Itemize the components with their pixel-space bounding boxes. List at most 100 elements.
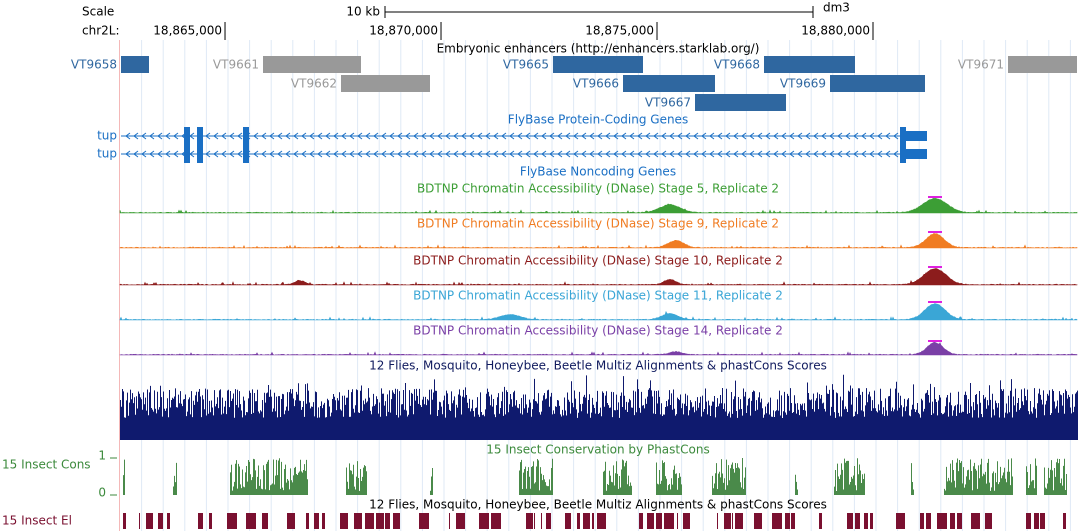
- enhancer: [263, 56, 361, 73]
- conserved-element: [870, 513, 873, 529]
- multiz-signal: [120, 374, 1078, 440]
- strand-arrows: [125, 132, 899, 140]
- conserved-element: [735, 513, 743, 529]
- strand-arrows: [125, 150, 899, 158]
- enhancer: [1008, 56, 1077, 73]
- conserved-element: [785, 513, 790, 529]
- conserved-element: [985, 513, 992, 529]
- exon: [197, 127, 203, 145]
- conserved-element: [365, 513, 374, 529]
- enhancer-label: VT9661: [213, 58, 259, 72]
- clip-marker: [928, 196, 942, 198]
- gene-label: tup: [97, 129, 117, 143]
- conserved-element: [639, 513, 643, 529]
- track-title: 12 Flies, Mosquito, Honeybee, Beetle Mul…: [369, 359, 827, 373]
- conserved-element: [209, 513, 212, 529]
- conserved-element: [287, 513, 295, 529]
- track-title: FlyBase Noncoding Genes: [520, 165, 676, 179]
- track-title: BDTNP Chromatin Accessibility (DNase) St…: [413, 254, 783, 268]
- dnase-signal: [119, 268, 1078, 286]
- exon: [900, 127, 906, 145]
- clip-marker: [928, 340, 942, 342]
- clip-marker: [928, 266, 942, 268]
- enhancer-label: VT9671: [958, 58, 1004, 72]
- conserved-element: [167, 513, 170, 529]
- clip-marker: [928, 231, 942, 233]
- conserved-element: [139, 513, 140, 529]
- conserved-element: [971, 513, 980, 529]
- utr: [906, 149, 927, 159]
- axis-tick-label: 1: [98, 449, 106, 463]
- dnase-signal: [119, 303, 1078, 321]
- clip-marker: [928, 301, 942, 303]
- enhancer: [695, 94, 786, 111]
- enhancer-label: VT9665: [503, 58, 549, 72]
- conserved-element: [772, 513, 782, 529]
- track-title: BDTNP Chromatin Accessibility (DNase) St…: [417, 217, 779, 231]
- exon: [184, 127, 190, 145]
- conserved-element: [717, 513, 718, 529]
- conserved-element: [526, 513, 533, 529]
- conserved-element: [146, 513, 153, 529]
- conserved-element: [592, 513, 594, 529]
- track-label: 15 Insect Cons: [2, 458, 91, 472]
- conserved-element: [227, 513, 237, 529]
- exon: [243, 127, 249, 145]
- conserved-element: [376, 513, 384, 529]
- gene-label: tup: [97, 147, 117, 161]
- conserved-element: [479, 513, 489, 529]
- conserved-element: [656, 513, 662, 529]
- conserved-element: [246, 513, 256, 529]
- conserved-element: [491, 513, 501, 529]
- conserved-element: [597, 513, 606, 529]
- conserved-element: [541, 513, 542, 529]
- conserved-element: [754, 513, 762, 529]
- chrom-label: chr2L:: [82, 24, 120, 38]
- enhancer: [830, 75, 925, 92]
- enhancer-label: VT9666: [573, 77, 619, 91]
- ruler-tick-label: 18,865,000: [153, 24, 222, 38]
- conservation-signal: [123, 458, 1067, 495]
- conserved-element: [314, 513, 319, 529]
- dnase-signal: [119, 197, 1078, 214]
- conserved-element: [1040, 513, 1045, 529]
- ruler-tick-label: 18,880,000: [801, 24, 870, 38]
- dnase-signal: [119, 232, 1078, 249]
- enhancer-label: VT9669: [780, 77, 826, 91]
- ruler-tick-label: 18,870,000: [369, 24, 438, 38]
- ruler-tick-label: 18,875,000: [585, 24, 654, 38]
- assembly: dm3: [823, 1, 850, 15]
- utr: [906, 131, 927, 141]
- axis-tick-label: 0: [98, 486, 106, 500]
- conserved-element: [385, 513, 390, 529]
- enhancer: [121, 56, 149, 73]
- conserved-element: [158, 513, 163, 529]
- conserved-element: [449, 513, 450, 529]
- track-title: BDTNP Chromatin Accessibility (DNase) St…: [413, 324, 783, 338]
- exon: [243, 145, 249, 163]
- enhancer-label: VT9662: [291, 77, 337, 91]
- conserved-element: [926, 513, 931, 529]
- conserved-element: [340, 513, 348, 529]
- background-grid: [141, 40, 1071, 531]
- conserved-element: [855, 513, 860, 529]
- conserved-element: [937, 513, 947, 529]
- conserved-element: [664, 513, 674, 529]
- conserved-element: [819, 513, 822, 529]
- track-title: Embryonic enhancers (http://enhancers.st…: [437, 42, 760, 56]
- scale-bar-label: 10 kb: [346, 5, 380, 19]
- conserved-element: [864, 513, 868, 529]
- track-label: 15 Insect El: [2, 514, 72, 528]
- conserved-element: [534, 513, 535, 529]
- track-title: FlyBase Protein-Coding Genes: [508, 113, 688, 127]
- enhancer: [764, 56, 855, 73]
- conserved-element: [1063, 513, 1066, 529]
- conserved-element: [683, 513, 690, 529]
- enhancer: [553, 56, 643, 73]
- conserved-element: [957, 513, 962, 529]
- scale-label: Scale: [82, 5, 114, 19]
- conserved-element: [354, 513, 362, 529]
- conserved-element: [123, 513, 126, 529]
